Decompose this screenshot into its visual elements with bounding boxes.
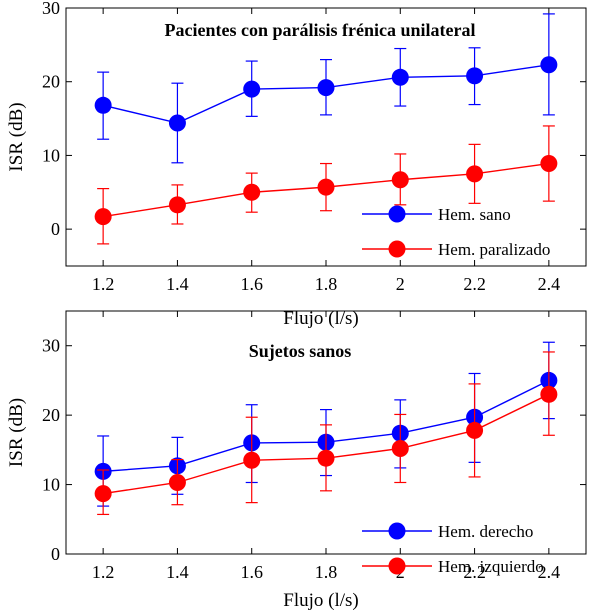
data-point xyxy=(391,171,409,189)
x-tick-label: 1.2 xyxy=(92,562,115,582)
x-tick-label: 2.4 xyxy=(538,562,561,582)
y-tick-label: 20 xyxy=(42,72,60,92)
data-point xyxy=(317,79,335,97)
data-point xyxy=(317,449,335,467)
data-point xyxy=(168,473,186,491)
data-point xyxy=(540,385,558,403)
chart-patients: 0 10 20 30 1.2 1.4 1.6 1.8 2 2.2 2.4 Pacientes con … xyxy=(6,0,587,329)
x-axis-label: Flujo (l/s) xyxy=(283,590,358,610)
plot-frame xyxy=(65,7,587,267)
y-tick-label: 0 xyxy=(51,544,60,564)
y-tick-label: 0 xyxy=(51,219,60,239)
data-point xyxy=(466,165,484,183)
x-axis-label: Flujo (l/s) xyxy=(283,308,358,329)
x-tick-label: 1.2 xyxy=(92,274,115,294)
data-point xyxy=(243,183,261,201)
data-point xyxy=(94,208,112,226)
legend-label: Hem. sano xyxy=(438,205,511,224)
data-point xyxy=(540,56,558,74)
x-tick-label: 2.4 xyxy=(538,274,561,294)
data-point xyxy=(94,96,112,114)
data-point xyxy=(391,68,409,86)
data-point xyxy=(243,80,261,98)
data-point xyxy=(466,67,484,85)
legend-label: Hem. paralizado xyxy=(438,240,550,259)
data-point xyxy=(168,114,186,132)
x-tick-label: 1.4 xyxy=(166,562,189,582)
data-point xyxy=(317,178,335,196)
y-tick-label: 10 xyxy=(42,145,60,165)
y-tick-label: 30 xyxy=(42,0,60,18)
series-0 xyxy=(94,13,558,164)
y-tick-label: 10 xyxy=(42,475,60,495)
data-point xyxy=(168,196,186,214)
x-tick-label: 1.8 xyxy=(315,274,338,294)
y-axis-label: ISR (dB) xyxy=(6,102,27,171)
chart-title: Sujetos sanos xyxy=(249,341,352,361)
legend-marker xyxy=(388,205,406,223)
data-point xyxy=(540,155,558,173)
y-axis-label: ISR (dB) xyxy=(6,398,27,467)
chart-title: Pacientes con parálisis frénica unilater… xyxy=(165,20,476,40)
legend: Hem. sano Hem. paralizado xyxy=(362,205,550,259)
x-tick-label: 2.2 xyxy=(463,274,486,294)
y-tick-label: 20 xyxy=(42,405,60,425)
data-point xyxy=(243,451,261,469)
x-tick-label: 1.6 xyxy=(240,562,263,582)
y-tick-label: 30 xyxy=(42,336,60,356)
data-point xyxy=(391,439,409,457)
x-tick-label: 1.8 xyxy=(315,562,338,582)
series-1 xyxy=(94,125,558,245)
data-point xyxy=(94,485,112,503)
x-tick-label: 2 xyxy=(396,274,405,294)
legend-marker xyxy=(388,522,406,540)
series-1 xyxy=(94,351,558,516)
legend-marker xyxy=(388,557,406,575)
data-point xyxy=(466,421,484,439)
x-tick-label: 2.2 xyxy=(463,562,486,582)
legend-label: Hem. derecho xyxy=(438,522,533,541)
x-tick-label: 1.6 xyxy=(240,274,263,294)
x-tick-label: 1.4 xyxy=(166,274,189,294)
legend-marker xyxy=(388,240,406,258)
legend-label: Hem. izquierdo xyxy=(438,557,544,576)
legend: Hem. derecho Hem. izquierdo xyxy=(362,522,544,576)
